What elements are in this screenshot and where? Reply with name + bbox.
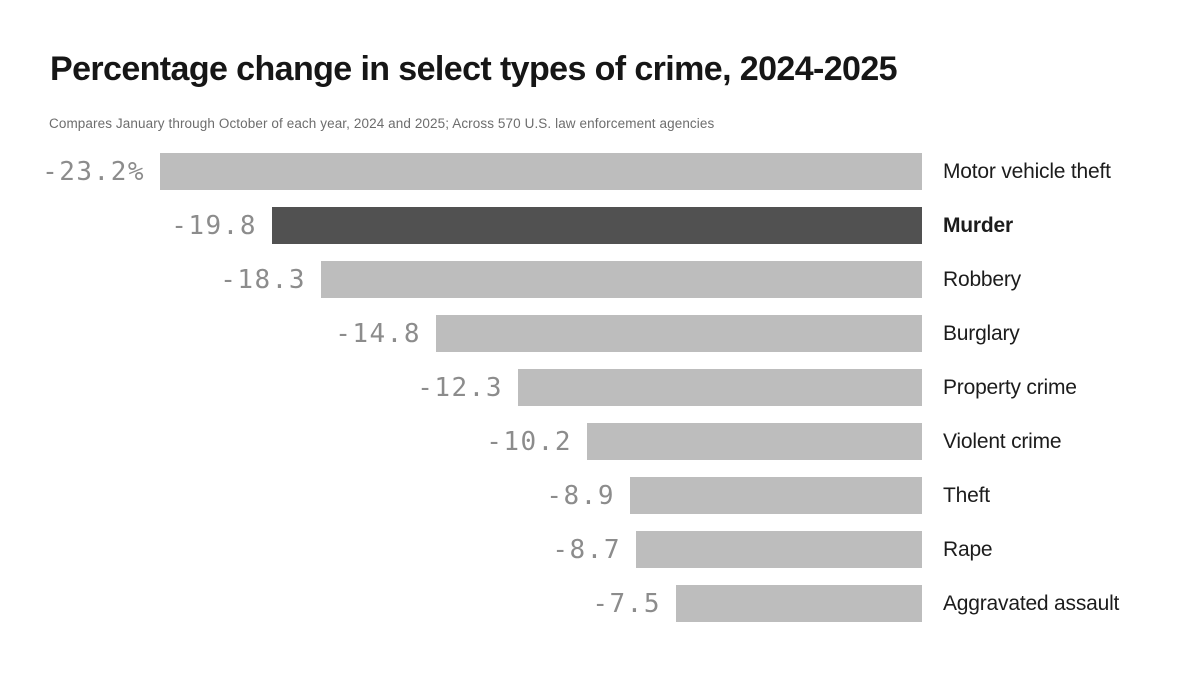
bar-category-zone: Robbery: [922, 268, 1200, 292]
bar-row: -7.5 Aggravated assault: [0, 585, 1200, 622]
bar-row: -8.7 Rape: [0, 531, 1200, 568]
bar-category-label: Rape: [943, 537, 993, 561]
bar: [676, 585, 922, 622]
chart-subtitle: Compares January through October of each…: [49, 116, 715, 131]
bar-row: -10.2 Violent crime: [0, 423, 1200, 460]
bar-chart: -23.2% Motor vehicle theft -19.8 Murder -18.…: [0, 153, 1200, 622]
bar-category-zone: Aggravated assault: [922, 592, 1200, 616]
bar-category-label: Theft: [943, 483, 990, 507]
bar: [587, 423, 922, 460]
bar: [436, 315, 922, 352]
bar: [630, 477, 922, 514]
bar: [321, 261, 922, 298]
bar-highlighted: [272, 207, 922, 244]
bar-category-zone: Violent crime: [922, 430, 1200, 454]
bar-value-zone: -10.2: [0, 427, 587, 457]
bar-value-label: -10.2: [486, 426, 572, 457]
bar-value-label: -8.9: [546, 480, 615, 511]
bar-row: -19.8 Murder: [0, 207, 1200, 244]
bar-row: -12.3 Property crime: [0, 369, 1200, 406]
bar-category-label: Violent crime: [943, 429, 1062, 453]
bar-value-zone: -8.9: [0, 481, 630, 511]
bar-value-zone: -23.2%: [0, 157, 160, 187]
bar-row: -18.3 Robbery: [0, 261, 1200, 298]
chart-title: Percentage change in select types of cri…: [50, 50, 898, 88]
bar-value-label: -7.5: [592, 588, 661, 619]
bar-row: -14.8 Burglary: [0, 315, 1200, 352]
bar-category-zone: Burglary: [922, 322, 1200, 346]
bar-value-zone: -19.8: [0, 211, 272, 241]
bar-category-label: Property crime: [943, 375, 1077, 399]
bar-value-label: -12.3: [417, 372, 503, 403]
bar-value-zone: -18.3: [0, 265, 321, 295]
bar-value-label: -23.2%: [42, 156, 145, 187]
bar: [518, 369, 922, 406]
bar-row: -8.9 Theft: [0, 477, 1200, 514]
bar-category-label: Robbery: [943, 267, 1021, 291]
bar-value-label: -18.3: [220, 264, 306, 295]
bar-value-label: -14.8: [335, 318, 421, 349]
bar-value-label: -19.8: [171, 210, 257, 241]
bar-category-zone: Property crime: [922, 376, 1200, 400]
bar-category-zone: Rape: [922, 538, 1200, 562]
bar-category-label: Burglary: [943, 321, 1020, 345]
bar-value-zone: -14.8: [0, 319, 436, 349]
bar-category-zone: Theft: [922, 484, 1200, 508]
bar-value-zone: -7.5: [0, 589, 676, 619]
bar-value-zone: -8.7: [0, 535, 636, 565]
bar-category-zone: Murder: [922, 214, 1200, 238]
bar-category-zone: Motor vehicle theft: [922, 160, 1200, 184]
bar-category-label: Motor vehicle theft: [943, 159, 1111, 183]
bar-value-label: -8.7: [552, 534, 621, 565]
bar-row: -23.2% Motor vehicle theft: [0, 153, 1200, 190]
bar: [636, 531, 922, 568]
bar: [160, 153, 922, 190]
bar-value-zone: -12.3: [0, 373, 518, 403]
bar-category-label: Aggravated assault: [943, 591, 1120, 615]
bar-category-label: Murder: [943, 213, 1013, 237]
